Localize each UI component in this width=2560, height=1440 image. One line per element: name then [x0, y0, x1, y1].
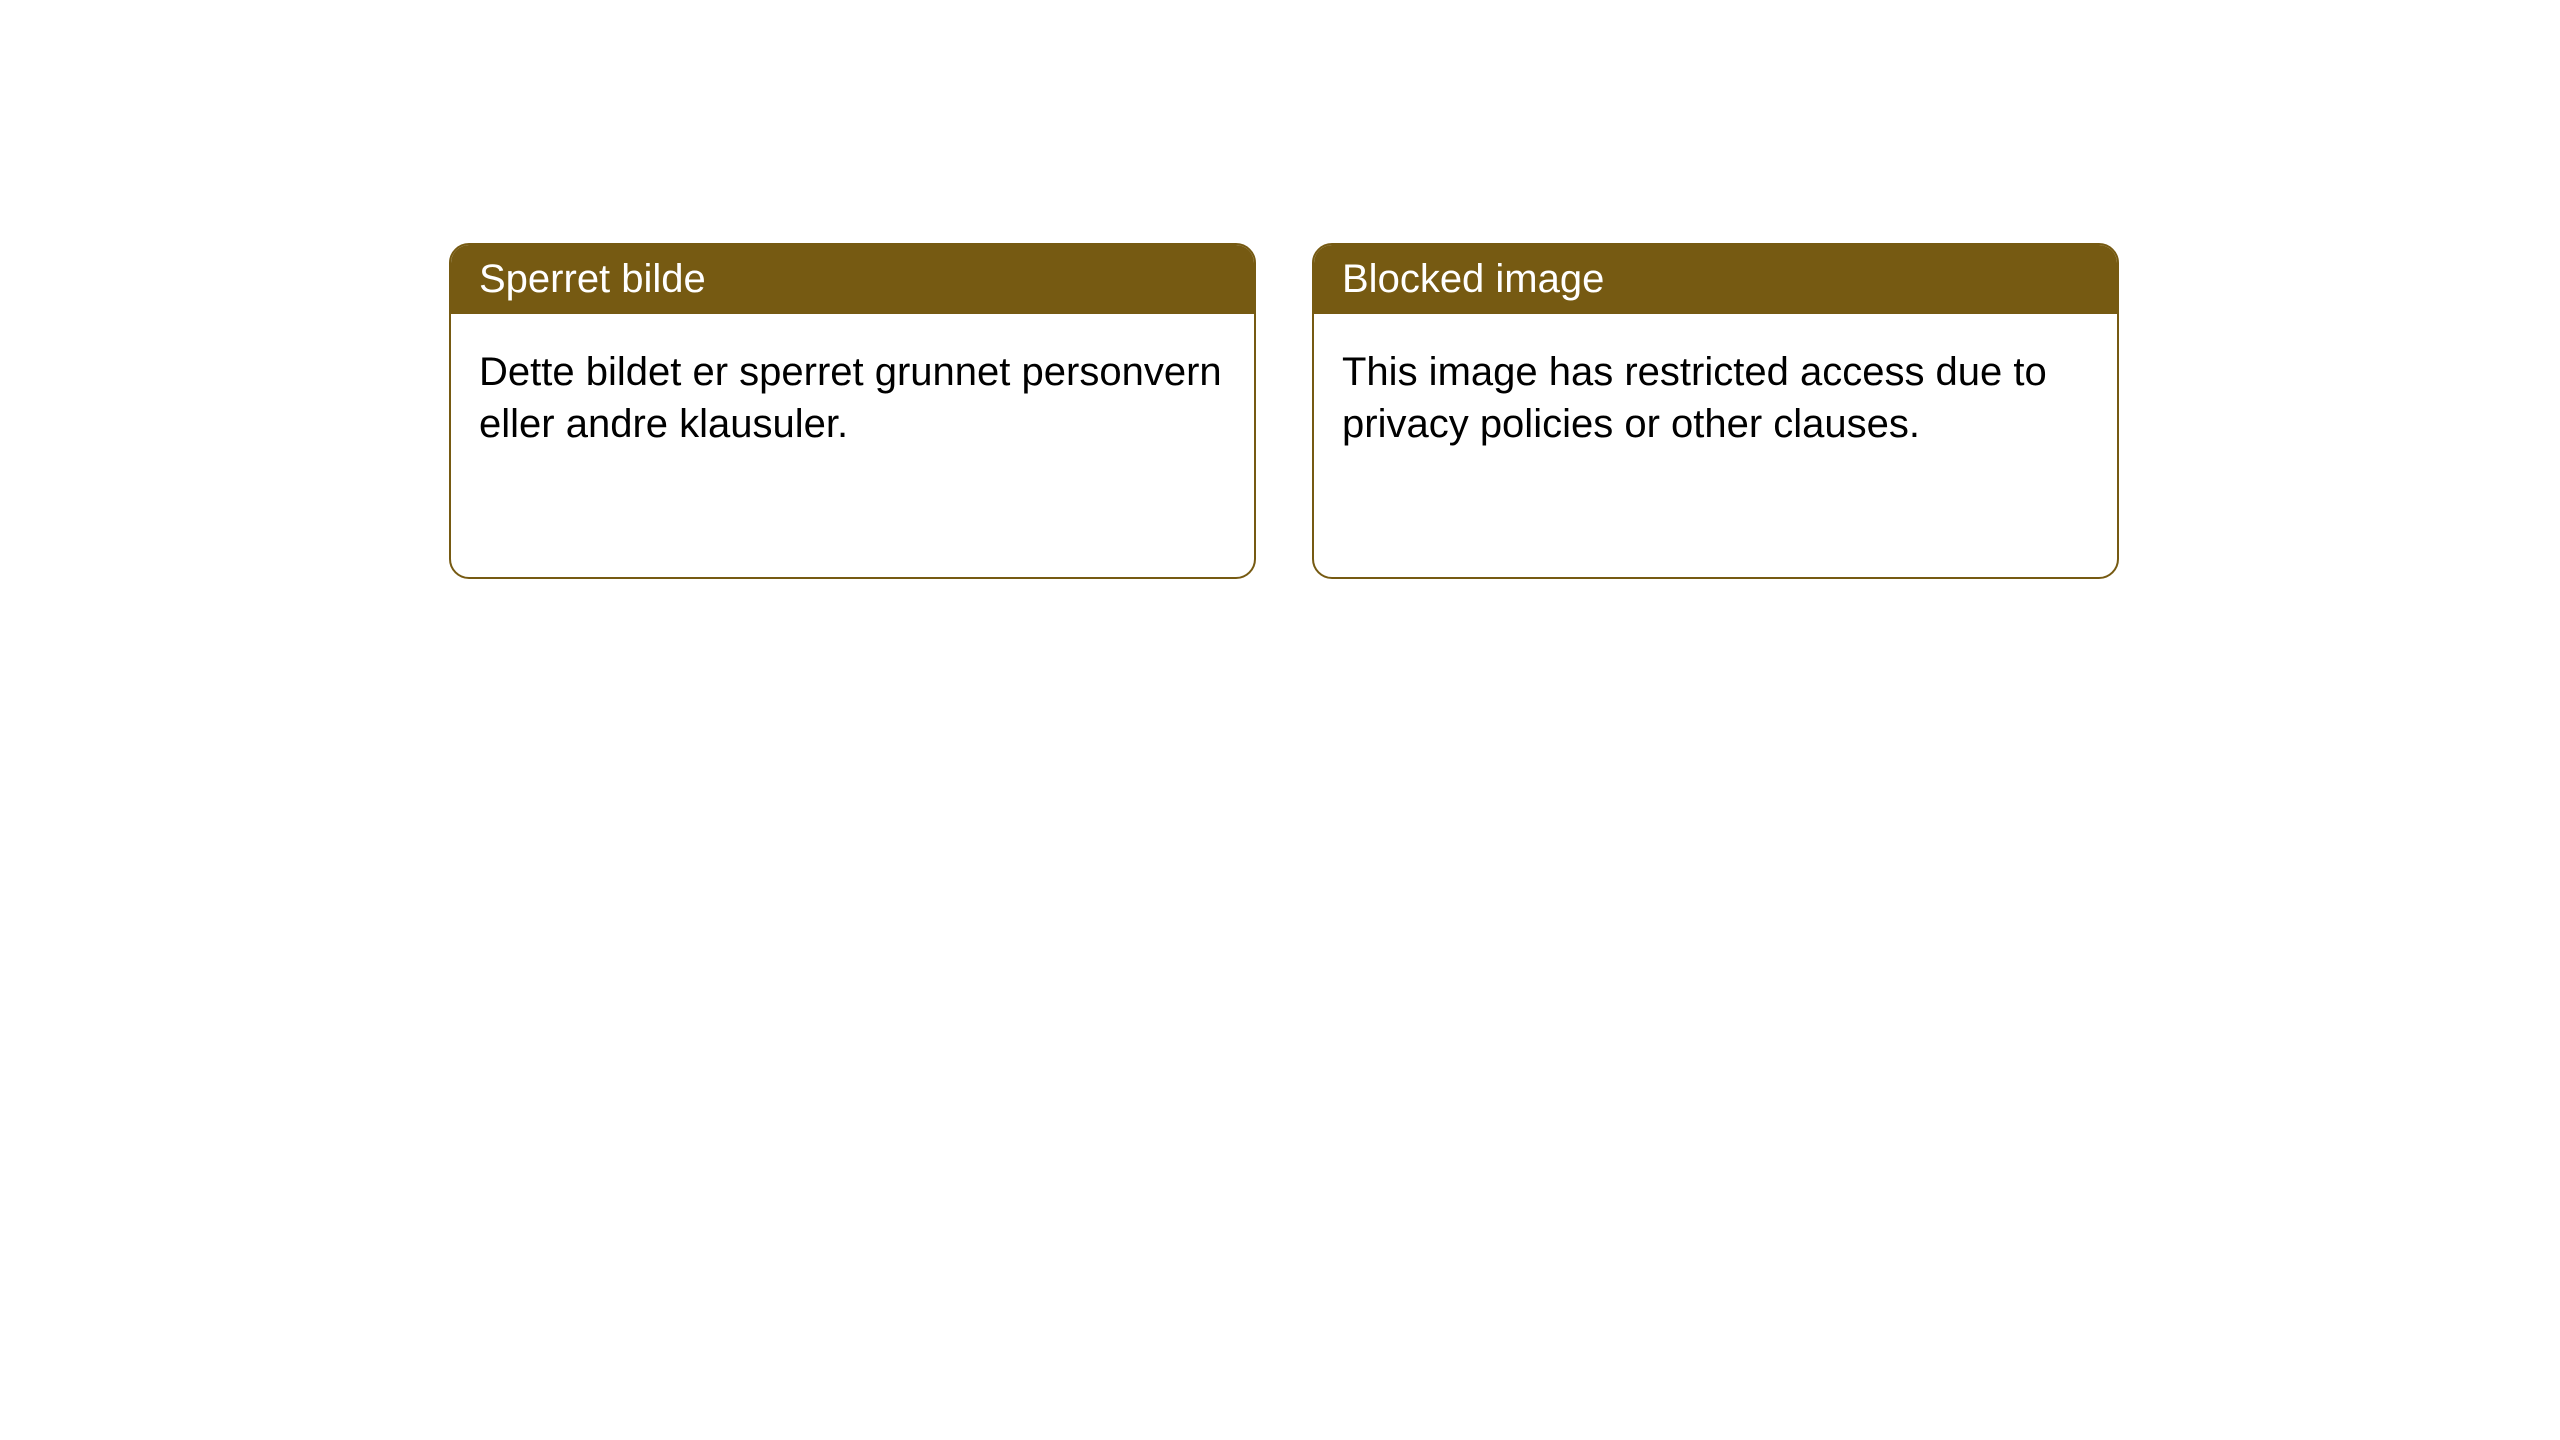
notice-text-english: This image has restricted access due to …: [1342, 350, 2047, 446]
notice-header-english: Blocked image: [1314, 245, 2117, 314]
notice-body-english: This image has restricted access due to …: [1314, 314, 2117, 482]
notice-title-english: Blocked image: [1342, 257, 1604, 301]
notice-body-norwegian: Dette bildet er sperret grunnet personve…: [451, 314, 1254, 482]
notice-card-english: Blocked image This image has restricted …: [1312, 243, 2119, 579]
notice-container: Sperret bilde Dette bildet er sperret gr…: [449, 243, 2119, 579]
notice-card-norwegian: Sperret bilde Dette bildet er sperret gr…: [449, 243, 1256, 579]
notice-text-norwegian: Dette bildet er sperret grunnet personve…: [479, 350, 1222, 446]
notice-header-norwegian: Sperret bilde: [451, 245, 1254, 314]
notice-title-norwegian: Sperret bilde: [479, 257, 706, 301]
